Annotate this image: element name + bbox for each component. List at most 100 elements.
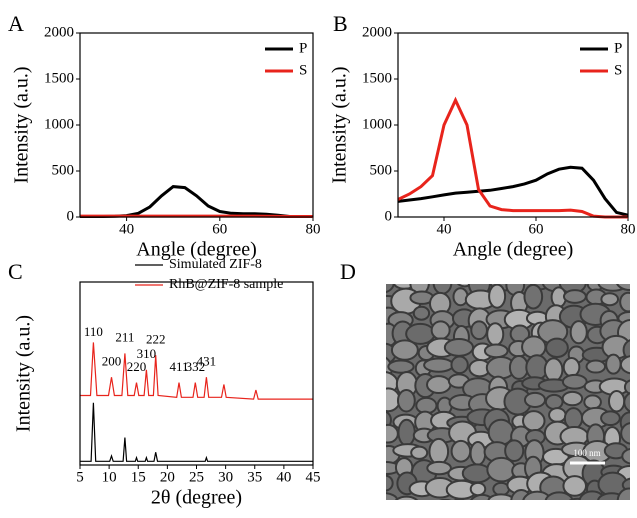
y-tick-label: 500 <box>52 162 75 178</box>
sem-grain <box>414 307 429 320</box>
sem-grain <box>620 293 636 312</box>
sem-grain <box>587 361 606 373</box>
y-tick-label: 1000 <box>362 116 392 132</box>
sem-grain <box>487 323 503 345</box>
sem-grain <box>378 425 398 443</box>
legend-label: S <box>614 62 622 78</box>
y-axis-label: Intensity (a.u.) <box>329 66 351 183</box>
sem-grain <box>376 388 399 411</box>
x-tick-label: 15 <box>131 469 146 485</box>
x-tick-label: 25 <box>189 469 204 485</box>
sem-grain <box>621 423 637 444</box>
sem-grain <box>564 358 580 376</box>
sem-grain <box>546 339 568 357</box>
x-axis-label: 2θ (degree) <box>151 487 242 509</box>
sem-grain <box>398 420 414 446</box>
y-tick-label: 500 <box>370 162 393 178</box>
sem-grain <box>546 395 563 409</box>
sem-grain <box>622 449 637 464</box>
sem-grain <box>424 359 453 372</box>
sem-grain <box>584 395 601 408</box>
sem-grain <box>485 344 508 357</box>
x-tick-label: 60 <box>529 221 544 237</box>
legend-label: RhB@ZIF-8 sample <box>169 277 283 292</box>
y-tick-label: 1500 <box>362 70 392 86</box>
sem-grain <box>378 476 393 491</box>
sem-grain <box>451 499 467 513</box>
peak-label: 110 <box>84 324 103 339</box>
sem-grain <box>525 393 545 407</box>
legend-label: S <box>299 62 307 78</box>
sem-grain <box>510 356 528 379</box>
data-line <box>80 403 313 462</box>
sem-grain <box>451 357 467 374</box>
sem-grain <box>411 501 440 513</box>
panel-letter: A <box>8 11 24 36</box>
sem-grain <box>427 376 450 393</box>
sem-grain <box>429 439 448 464</box>
sem-grain <box>411 447 427 459</box>
sem-grain <box>372 273 394 293</box>
sem-grain <box>618 488 637 513</box>
sem-grain <box>471 483 485 495</box>
sem-grain <box>388 361 413 373</box>
panel-letter: B <box>333 11 348 36</box>
sem-grain <box>601 293 618 305</box>
scale-bar-label: 100 nm <box>573 448 600 458</box>
sem-grain <box>435 500 456 512</box>
sem-grain <box>545 358 563 381</box>
y-axis-label: Intensity (a.u.) <box>11 66 33 183</box>
sem-grain <box>524 285 542 309</box>
peak-label: 431 <box>197 354 217 369</box>
x-tick-label: 80 <box>621 221 636 237</box>
peak-label: 200 <box>102 354 122 369</box>
peak-label: 211 <box>115 330 134 345</box>
sem-grain <box>434 272 452 293</box>
sem-grain <box>368 493 397 507</box>
x-tick-label: 40 <box>276 469 291 485</box>
y-tick-label: 0 <box>385 208 393 224</box>
y-tick-label: 2000 <box>44 24 74 40</box>
sem-grain <box>571 321 587 343</box>
plot-frame <box>398 33 628 217</box>
y-tick-label: 0 <box>67 208 75 224</box>
sem-grain <box>427 462 451 474</box>
x-tick-label: 5 <box>76 469 84 485</box>
y-axis-label: Intensity (a.u.) <box>13 315 35 432</box>
sem-grain <box>522 336 545 357</box>
sem-grain <box>564 290 586 303</box>
sem-grain <box>488 494 514 508</box>
x-tick-label: 80 <box>306 221 321 237</box>
sem-grain <box>471 442 486 465</box>
sem-grain <box>505 440 523 461</box>
data-line <box>398 100 628 217</box>
y-tick-label: 2000 <box>362 24 392 40</box>
sem-grain <box>398 390 415 411</box>
legend-label: Simulated ZIF-8 <box>169 257 262 272</box>
sem-grain <box>546 492 573 511</box>
sem-grain <box>523 492 552 513</box>
sem-grain <box>609 391 624 411</box>
plot-frame <box>80 33 313 217</box>
x-axis-label: Angle (degree) <box>453 239 574 261</box>
x-tick-label: 10 <box>102 469 117 485</box>
sem-grain <box>601 411 620 425</box>
peak-label: 220 <box>127 359 147 374</box>
y-tick-label: 1000 <box>44 116 74 132</box>
sem-grain <box>606 355 620 374</box>
legend-label: P <box>614 40 622 56</box>
panel-letter: D <box>340 259 356 284</box>
sem-grain <box>616 272 637 290</box>
sem-grain <box>452 441 471 462</box>
sem-grain <box>394 497 419 513</box>
x-tick-label: 35 <box>247 469 262 485</box>
sem-grain <box>471 321 487 339</box>
legend-label: P <box>299 40 307 56</box>
x-tick-label: 40 <box>119 221 134 237</box>
panel-letter: C <box>8 259 23 284</box>
sem-grain <box>487 458 515 482</box>
x-tick-label: 30 <box>218 469 233 485</box>
data-line <box>80 187 313 217</box>
sem-grain <box>563 375 587 389</box>
